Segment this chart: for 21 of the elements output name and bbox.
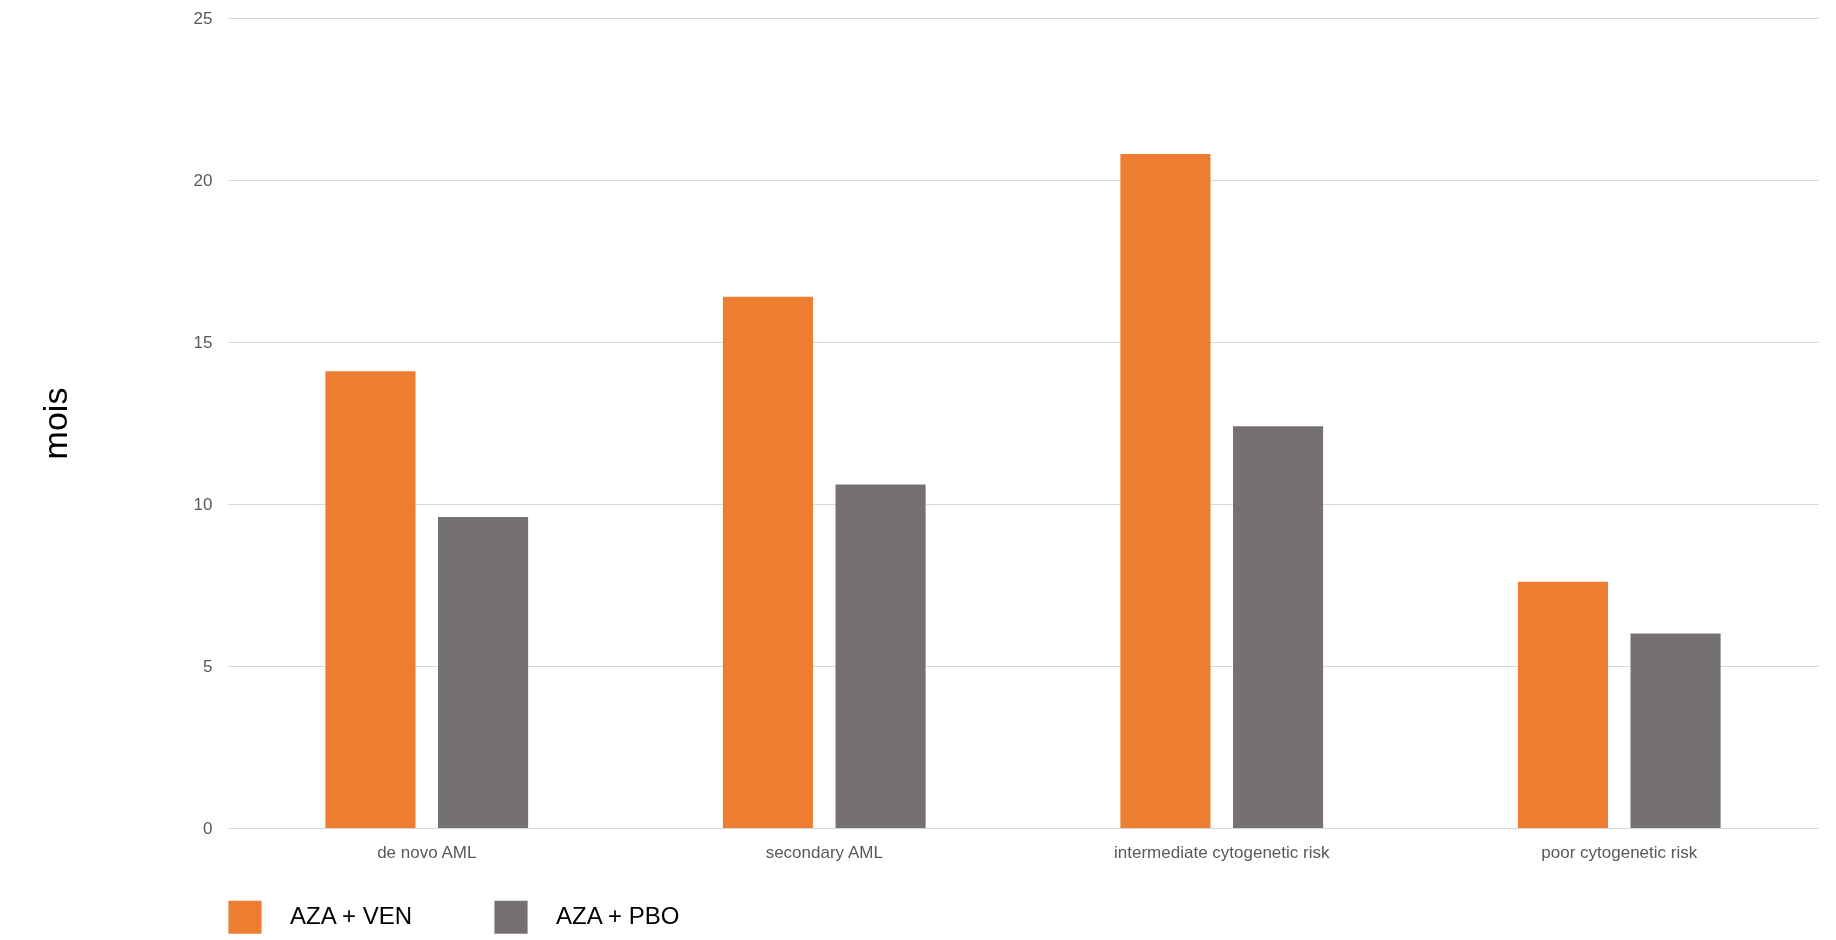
y-tick-label: 5 <box>203 656 213 676</box>
legend-label: AZA + PBO <box>556 902 680 930</box>
y-tick-label: 25 <box>193 8 213 28</box>
bar <box>1120 154 1211 828</box>
x-tick-label: de novo AML <box>377 842 477 862</box>
y-tick-label: 0 <box>203 818 213 838</box>
bar <box>1630 633 1721 828</box>
x-tick-label: intermediate cytogenetic risk <box>1114 842 1330 862</box>
bar <box>835 484 926 828</box>
y-tick-label: 15 <box>193 332 213 352</box>
bar <box>438 516 529 828</box>
x-tick-label: secondary AML <box>765 842 883 862</box>
y-axis-title: mois <box>35 387 74 460</box>
y-tick-label: 10 <box>193 494 213 514</box>
y-tick-label: 20 <box>193 170 213 190</box>
x-tick-label: poor cytogenetic risk <box>1541 842 1698 862</box>
bar <box>1517 581 1608 828</box>
legend-label: AZA + VEN <box>290 902 413 930</box>
bar <box>325 371 416 828</box>
bar <box>722 296 813 828</box>
bar <box>1233 426 1324 828</box>
